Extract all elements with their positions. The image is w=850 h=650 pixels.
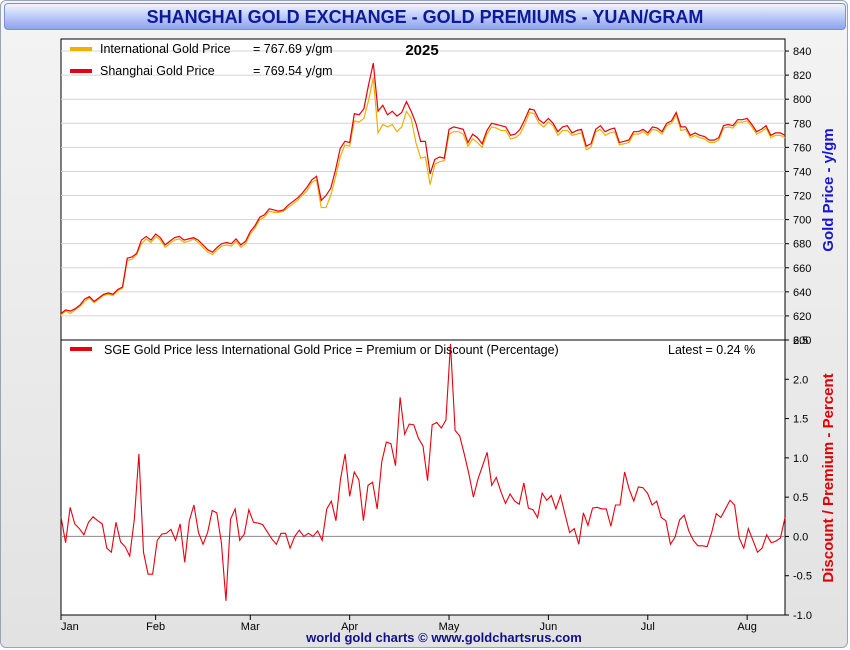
y-tick-label: 800 [793,94,811,106]
legend-value-international: = 767.69 y/gm [253,42,333,56]
bottom-plot-background [60,339,786,616]
legend-value-shanghai: = 769.54 y/gm [253,64,333,78]
x-tick-label: Aug [737,621,757,633]
y-tick-label: 0.0 [793,531,808,543]
top-grid [61,50,785,317]
y-tick-label: 760 [793,142,811,154]
y-tick-label: 820 [793,70,811,82]
bottom-y-ticks: -1.0 -0.5 0.0 0.5 1.0 1.5 2.0 2.5 [785,335,812,622]
x-tick-label: Jun [540,621,558,633]
latest-premium-annotation: Latest = 0.24 % [668,343,755,357]
international-gold-price-line [60,77,786,316]
y-tick-label: 720 [793,191,811,203]
legend-label-premium: SGE Gold Price less International Gold P… [104,343,559,357]
footer-credit: world gold charts © www.goldchartsrus.co… [305,630,582,645]
x-tick-label: May [439,621,460,633]
premium-line [60,343,786,601]
y-tick-label: 0.5 [793,492,808,504]
x-tick-label: Apr [341,621,358,633]
legend-label-international: International Gold Price [100,42,231,56]
y-tick-label: 780 [793,118,811,130]
x-ticks: Jan Feb Mar Apr May Jun Jul Aug [60,615,757,633]
x-tick-label: Jan [61,621,79,633]
top-plot-background [60,38,786,341]
top-y-axis-label: Gold Price - y/gm [820,128,837,251]
y-tick-label: 600 [793,335,811,347]
y-tick-label: 700 [793,215,811,227]
bottom-y-axis-label: Discount / Premium - Percent [820,373,837,582]
legend-label-shanghai: Shanghai Gold Price [100,64,215,78]
y-tick-label: 1.0 [793,453,808,465]
y-tick-label: 660 [793,263,811,275]
y-tick-label: 2.5 [793,335,808,347]
y-tick-label: 1.5 [793,414,808,426]
x-tick-label: Mar [241,621,260,633]
y-tick-label: 840 [793,46,811,58]
y-tick-label: 620 [793,311,811,323]
chart-year-title: 2025 [405,42,438,59]
x-tick-label: Jul [641,621,655,633]
y-tick-label: 680 [793,239,811,251]
x-tick-label: Feb [146,621,165,633]
y-tick-label: -0.5 [793,571,812,583]
shanghai-gold-price-line [60,62,786,314]
top-y-ticks: 600 620 640 660 680 700 720 740 760 780 800 820 840 [785,46,811,347]
page-title: SHANGHAI GOLD EXCHANGE - GOLD PREMIUMS -… [4,3,846,30]
y-tick-label: 740 [793,166,811,178]
y-tick-label: 640 [793,287,811,299]
y-tick-label: -1.0 [793,610,812,622]
y-tick-label: 2.0 [793,374,808,386]
